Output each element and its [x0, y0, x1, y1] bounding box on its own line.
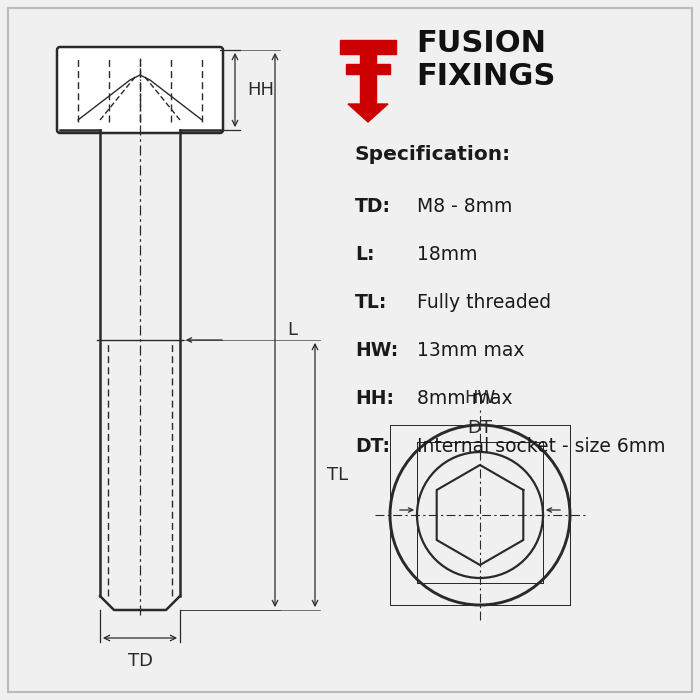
- Text: HW:: HW:: [355, 341, 398, 360]
- Polygon shape: [340, 40, 396, 54]
- Text: 18mm: 18mm: [417, 245, 477, 264]
- Text: DT: DT: [468, 419, 493, 437]
- Text: 13mm max: 13mm max: [417, 341, 524, 360]
- Polygon shape: [348, 104, 388, 122]
- Polygon shape: [360, 54, 376, 104]
- Text: Fully threaded: Fully threaded: [417, 293, 551, 312]
- Text: Specification:: Specification:: [355, 145, 511, 164]
- FancyBboxPatch shape: [57, 47, 223, 133]
- Text: DT:: DT:: [355, 437, 390, 456]
- Text: HH: HH: [247, 81, 274, 99]
- Text: TL: TL: [327, 466, 348, 484]
- Text: M8 - 8mm: M8 - 8mm: [417, 197, 512, 216]
- Text: 8mm max: 8mm max: [417, 389, 512, 408]
- Text: TD: TD: [127, 652, 153, 670]
- Text: HW: HW: [464, 389, 496, 407]
- Text: HH:: HH:: [355, 389, 394, 408]
- Text: L:: L:: [355, 245, 374, 264]
- Text: TD:: TD:: [355, 197, 391, 216]
- Polygon shape: [346, 64, 390, 74]
- Text: Internal socket - size 6mm: Internal socket - size 6mm: [417, 437, 666, 456]
- Text: L: L: [287, 321, 297, 339]
- Text: FUSION
FIXINGS: FUSION FIXINGS: [416, 29, 555, 91]
- Text: TL:: TL:: [355, 293, 387, 312]
